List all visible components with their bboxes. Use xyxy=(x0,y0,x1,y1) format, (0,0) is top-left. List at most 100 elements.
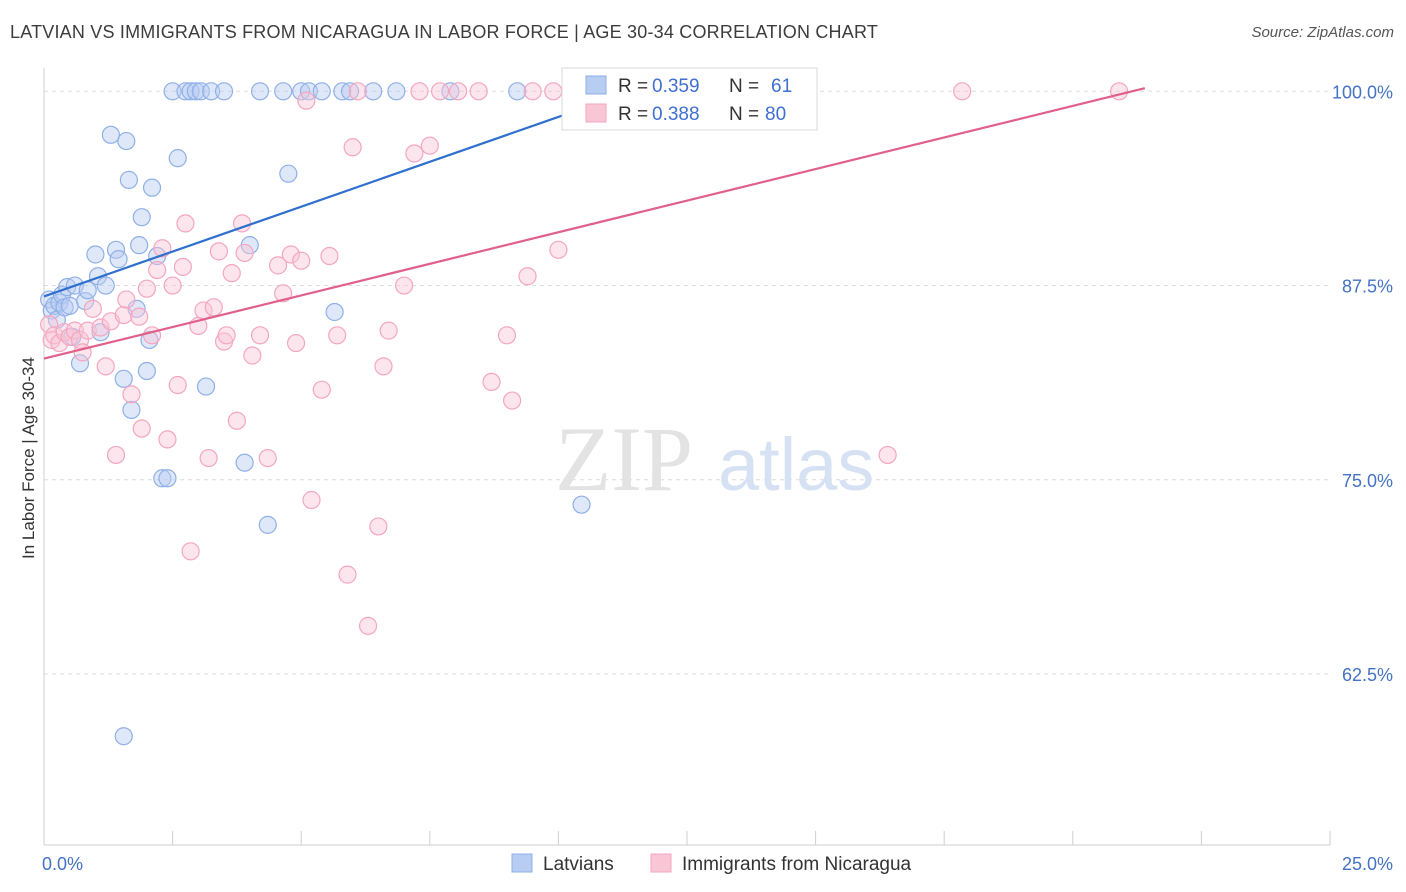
point-latvians xyxy=(114,369,133,388)
point-latvians xyxy=(130,236,149,255)
bottom-legend-swatch-latvians xyxy=(511,853,533,873)
point-nicaragua xyxy=(158,430,177,449)
point-nicaragua xyxy=(173,257,192,277)
bottom-legend-swatch-nicaragua xyxy=(650,853,672,873)
point-latvians xyxy=(86,245,105,264)
point-nicaragua xyxy=(50,333,69,353)
legend-n-latvians: 61 xyxy=(771,76,792,97)
legend-r-label: R = xyxy=(618,76,648,97)
point-latvians xyxy=(117,131,136,151)
grid-lines xyxy=(44,90,1330,675)
point-nicaragua xyxy=(469,82,488,101)
point-latvians xyxy=(191,82,210,101)
point-nicaragua xyxy=(878,445,897,465)
point-latvians xyxy=(235,453,254,472)
y-axis-label: In Labor Force | Age 30-34 xyxy=(19,357,38,559)
legend-r-nicaragua: 0.388 xyxy=(652,104,700,125)
point-nicaragua xyxy=(96,357,115,376)
point-nicaragua xyxy=(1109,82,1129,101)
point-nicaragua xyxy=(199,448,218,468)
point-latvians xyxy=(88,267,108,286)
watermark-atlas: atlas xyxy=(718,423,874,506)
x-tick-label: 25.0% xyxy=(1342,854,1393,874)
point-nicaragua xyxy=(312,380,331,399)
point-nicaragua xyxy=(217,326,236,345)
point-latvians xyxy=(168,149,187,168)
point-nicaragua xyxy=(204,298,223,317)
point-nicaragua xyxy=(281,245,301,264)
point-latvians xyxy=(441,82,460,101)
point-nicaragua xyxy=(122,385,141,404)
point-nicaragua xyxy=(243,346,262,365)
legend-n-label: N = xyxy=(729,76,759,97)
point-latvians xyxy=(76,292,95,311)
legend-swatch-latvians xyxy=(585,75,607,95)
trend-line-nicaragua xyxy=(43,87,1146,360)
point-nicaragua xyxy=(328,326,347,345)
source-label: Source: ZipAtlas.com xyxy=(1251,24,1394,41)
legend-swatch-nicaragua xyxy=(585,103,607,123)
point-latvians xyxy=(114,727,133,746)
point-nicaragua xyxy=(73,343,92,362)
point-latvians xyxy=(58,278,77,297)
point-nicaragua xyxy=(497,326,517,345)
point-nicaragua xyxy=(117,290,136,309)
point-nicaragua xyxy=(142,326,162,345)
point-nicaragua xyxy=(168,375,187,395)
point-latvians xyxy=(258,515,277,534)
point-latvians xyxy=(279,164,298,183)
point-latvians xyxy=(333,82,352,101)
point-nicaragua xyxy=(176,214,195,233)
point-nicaragua xyxy=(65,321,84,340)
point-nicaragua xyxy=(348,82,367,101)
point-nicaragua xyxy=(235,243,254,263)
point-nicaragua xyxy=(292,251,311,270)
point-latvians xyxy=(250,82,270,101)
point-nicaragua xyxy=(405,144,424,163)
point-nicaragua xyxy=(338,565,357,584)
point-latvians xyxy=(181,82,200,101)
point-latvians xyxy=(325,302,344,322)
trend-lines xyxy=(43,87,1146,360)
point-nicaragua xyxy=(222,264,241,283)
point-nicaragua xyxy=(286,333,306,353)
point-nicaragua xyxy=(518,267,537,286)
point-nicaragua xyxy=(369,517,388,536)
point-nicaragua xyxy=(163,276,182,295)
y-tick-label: 75.0% xyxy=(1342,471,1393,491)
bottom-legend-latvians: Latvians xyxy=(543,854,614,875)
point-nicaragua xyxy=(394,276,414,295)
y-tick-labels: 100.0% 87.5% 75.0% 62.5% xyxy=(1332,82,1393,685)
point-latvians xyxy=(119,170,138,189)
point-nicaragua xyxy=(953,82,972,101)
point-latvians xyxy=(312,82,331,101)
point-latvians xyxy=(214,82,234,101)
point-latvians xyxy=(137,361,156,381)
point-nicaragua xyxy=(448,82,468,101)
point-nicaragua xyxy=(181,542,200,561)
point-latvians xyxy=(60,296,79,315)
point-latvians xyxy=(132,208,151,227)
point-latvians xyxy=(202,82,221,101)
point-nicaragua xyxy=(302,490,321,510)
watermark-zip: ZIP xyxy=(555,408,693,510)
legend-r-latvians: 0.359 xyxy=(652,76,700,97)
point-nicaragua xyxy=(40,315,59,334)
point-nicaragua xyxy=(544,82,563,101)
chart-title: LATVIAN VS IMMIGRANTS FROM NICARAGUA IN … xyxy=(10,22,879,42)
point-nicaragua xyxy=(374,357,393,376)
series-nicaragua-points xyxy=(40,82,1129,635)
point-nicaragua xyxy=(430,82,450,101)
point-latvians xyxy=(274,82,293,101)
point-latvians xyxy=(387,82,406,101)
stats-legend: R = 0.359 N = 61 R = 0.388 N = 80 xyxy=(561,67,818,131)
point-nicaragua xyxy=(523,82,542,101)
point-nicaragua xyxy=(358,616,378,635)
point-nicaragua xyxy=(250,326,270,345)
point-nicaragua xyxy=(410,82,429,101)
point-latvians xyxy=(70,354,90,373)
point-nicaragua xyxy=(379,321,398,340)
point-nicaragua xyxy=(106,445,126,465)
point-latvians xyxy=(572,495,591,514)
bottom-legend-nicaragua: Immigrants from Nicaragua xyxy=(682,854,912,875)
